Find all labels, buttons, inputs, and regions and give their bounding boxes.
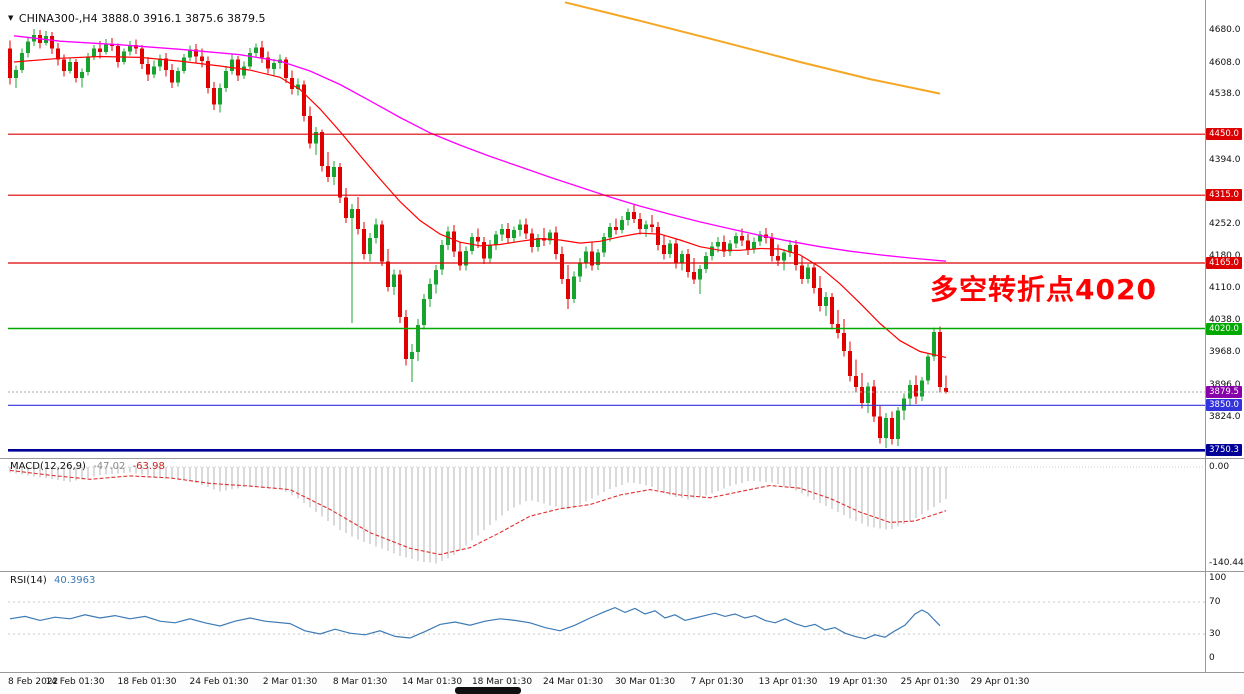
macd-axis-label: -140.44 (1209, 558, 1244, 568)
macd-signal-line (9, 469, 947, 556)
rsi-value: 40.3963 (53, 575, 96, 586)
time-axis-label: 18 Mar 01:30 (471, 677, 533, 687)
price-line-badge: 3750.3 (1206, 444, 1242, 457)
candles-layer (8, 29, 948, 448)
time-axis-label: 14 Mar 01:30 (401, 677, 463, 687)
price-line-badge: 4315.0 (1206, 189, 1242, 202)
current-price-badge: 3879.5 (1206, 385, 1242, 398)
time-axis-label: 19 Apr 01:30 (828, 677, 888, 687)
ma-slow-line (13, 35, 947, 262)
time-axis-label: 18 Feb 01:30 (117, 677, 177, 687)
price-axis-label: 3968.0 (1209, 346, 1241, 357)
time-axis-label: 30 Mar 01:30 (614, 677, 676, 687)
price-axis-label: 4180.0 (1209, 251, 1241, 261)
bottom-center-bar (455, 687, 521, 694)
price-line-badge: 4165.0 (1206, 256, 1242, 269)
panel-separators[interactable] (0, 458, 1244, 673)
price-axis-label: 4038.0 (1209, 315, 1241, 326)
rsi-axis-label: 30 (1209, 629, 1221, 639)
chart-text-annotation: 多空转折点4020 (930, 273, 1157, 306)
price-axis-label: 4538.0 (1209, 89, 1241, 100)
price-axis-label: 4394.0 (1209, 154, 1241, 165)
price-axis-label: 4608.0 (1209, 57, 1241, 68)
price-line-badge: 4020.0 (1206, 322, 1242, 335)
price-line-badge: 4450.0 (1206, 128, 1242, 141)
ohlc-readout: 3888.0 3916.1 3875.6 3879.5 (101, 12, 266, 25)
price-axis-label: 3824.0 (1209, 412, 1241, 423)
macd-signal-value: -63.98 (132, 461, 165, 472)
time-axis-label: 24 Feb 01:30 (189, 677, 249, 687)
time-axis-label: 7 Apr 01:30 (690, 677, 744, 687)
ma-fast-line (13, 55, 947, 358)
macd-main-value: -47.02 (93, 461, 126, 472)
macd-histogram (9, 467, 947, 564)
price-axis[interactable]: 4680.0 4608.0 4538.0 4394.0 4252.0 4180.0 4110… (1205, 0, 1244, 672)
rsi-axis-label: 0 (1209, 653, 1215, 663)
symbol-marker-icon: ▼ (8, 14, 14, 22)
rsi-line (9, 606, 941, 640)
rsi-indicator-label: RSI(14) 40.3963 (10, 575, 95, 586)
time-axis-label: 14 Feb 01:30 (45, 677, 105, 687)
time-axis-label: 2 Mar 01:30 (262, 677, 318, 687)
price-axis-label: 4252.0 (1209, 218, 1241, 229)
time-axis-label: 8 Feb 2022 (8, 677, 59, 687)
time-axis-label: 25 Apr 01:30 (900, 677, 960, 687)
rsi-axis-label: 100 (1209, 573, 1227, 583)
rsi-name: RSI(14) (10, 575, 47, 586)
price-line-badge: 3850.0 (1206, 399, 1242, 412)
rsi-axis-label: 70 (1209, 597, 1221, 607)
macd-axis-label: 0.00 (1209, 462, 1230, 472)
horizontal-level-lines[interactable] (8, 133, 1205, 452)
time-axis-label: 29 Apr 01:30 (970, 677, 1030, 687)
ma-long-line (564, 1, 941, 95)
time-axis[interactable]: 8 Feb 2022 14 Feb 01:30 18 Feb 01:30 24 Feb… (0, 675, 1244, 694)
chart-title: ▼ CHINA300-,H4 3888.0 3916.1 3875.6 3879… (8, 12, 266, 25)
time-axis-label: 8 Mar 01:30 (332, 677, 388, 687)
macd-name: MACD(12,26,9) (10, 461, 86, 472)
time-axis-label: 24 Mar 01:30 (542, 677, 604, 687)
price-axis-label: 4110.0 (1209, 282, 1241, 293)
price-axis-label: 3896.0 (1209, 379, 1241, 390)
macd-indicator-label: MACD(12,26,9) -47.02 -63.98 (10, 461, 165, 472)
symbol-timeframe-label: CHINA300-,H4 (18, 12, 98, 25)
price-axis-label: 4680.0 (1209, 25, 1241, 36)
time-axis-label: 13 Apr 01:30 (758, 677, 818, 687)
